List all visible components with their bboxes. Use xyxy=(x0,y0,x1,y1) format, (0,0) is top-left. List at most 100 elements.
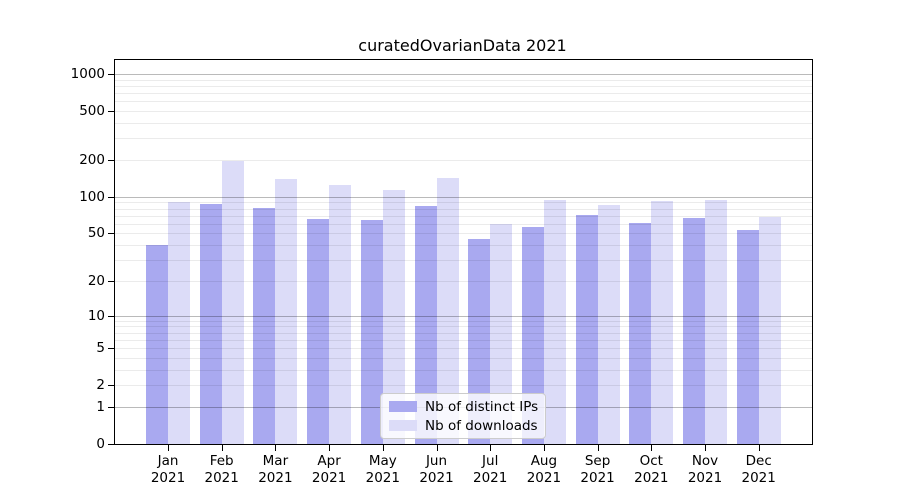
gridline xyxy=(115,348,812,350)
bar-downloads-mar xyxy=(275,179,298,444)
x-tick-label: Feb 2021 xyxy=(204,453,239,486)
bar-distinct-ips-aug xyxy=(521,226,544,444)
y-tick-label: 0 xyxy=(96,436,105,452)
y-tick-mark xyxy=(108,348,115,350)
x-tick-label: Jun 2021 xyxy=(419,453,454,486)
bar-downloads-jun xyxy=(436,177,459,444)
gridline xyxy=(115,93,812,95)
gridline xyxy=(115,111,812,113)
y-tick-label: 100 xyxy=(79,188,105,205)
y-tick-mark xyxy=(108,280,115,282)
distinct-ips-swatch-icon xyxy=(389,401,417,412)
gridline xyxy=(115,385,812,387)
y-tick-label: 2 xyxy=(96,377,105,394)
downloads-swatch-icon xyxy=(389,420,417,431)
gridline xyxy=(115,160,812,161)
y-tick-mark xyxy=(108,444,115,445)
y-tick-label: 1 xyxy=(96,398,105,415)
x-tick-mark xyxy=(705,444,706,451)
x-tick-mark xyxy=(436,444,438,451)
bar-distinct-ips-feb xyxy=(199,203,222,444)
x-tick-mark xyxy=(382,444,384,451)
gridline xyxy=(115,357,812,359)
gridline xyxy=(115,202,812,204)
bar-distinct-ips-oct xyxy=(629,223,652,444)
y-tick-label: 500 xyxy=(79,103,105,120)
y-tick-mark xyxy=(108,385,115,387)
bar-downloads-dec xyxy=(758,217,781,444)
x-tick-label: Jan 2021 xyxy=(150,453,186,486)
bar-distinct-ips-jul xyxy=(468,238,491,444)
bar-distinct-ips-dec xyxy=(736,230,759,444)
bar-distinct-ips-jan xyxy=(146,245,168,444)
y-tick-mark xyxy=(108,111,115,113)
y-tick-mark xyxy=(108,74,115,76)
chart-title: curatedOvarianData 2021 xyxy=(358,36,567,55)
gridline xyxy=(115,369,812,371)
bar-downloads-feb xyxy=(221,160,244,444)
y-tick-mark xyxy=(108,406,115,408)
bar-downloads-sep xyxy=(597,205,620,444)
x-tick-label: Oct 2021 xyxy=(634,453,669,486)
bar-downloads-may xyxy=(382,190,405,444)
y-tick-label: 10 xyxy=(87,307,105,324)
gridline xyxy=(115,138,812,140)
y-tick-mark xyxy=(108,160,115,161)
gridline xyxy=(115,245,812,247)
x-tick-mark xyxy=(597,444,599,451)
gridline xyxy=(115,326,812,328)
gridline xyxy=(115,74,812,76)
x-tick-mark xyxy=(168,444,169,451)
y-tick-label: 5 xyxy=(96,340,105,357)
y-tick-mark xyxy=(108,315,115,317)
x-tick-mark xyxy=(329,444,331,451)
x-tick-label: Apr 2021 xyxy=(311,453,347,486)
plot-area: Nb of distinct IPs Nb of downloads 0 1 2 5 1… xyxy=(71,59,813,486)
gridline xyxy=(115,320,812,322)
x-tick-mark xyxy=(758,444,760,451)
x-tick-label: Dec 2021 xyxy=(741,453,776,486)
gridline xyxy=(115,215,812,217)
y-tick-label: 1000 xyxy=(70,66,105,83)
x-tick-label: Nov 2021 xyxy=(687,453,723,486)
x-tick-label: Sep 2021 xyxy=(580,453,615,486)
bar-downloads-apr xyxy=(329,185,352,444)
bar-downloads-jan xyxy=(168,202,190,444)
bar-distinct-ips-may xyxy=(360,219,383,444)
gridline xyxy=(115,196,812,198)
bar-downloads-aug xyxy=(543,200,566,444)
x-tick-mark xyxy=(490,444,492,451)
bar-distinct-ips-apr xyxy=(307,218,330,444)
gridline xyxy=(115,101,812,103)
legend-label-downloads: Nb of downloads xyxy=(425,417,538,434)
gridline xyxy=(115,79,812,81)
gridline xyxy=(115,123,812,125)
bar-distinct-ips-mar xyxy=(253,208,276,444)
bar-downloads-nov xyxy=(705,200,727,444)
x-tick-label: May 2021 xyxy=(365,453,400,486)
gridline xyxy=(115,280,812,282)
x-tick-mark xyxy=(275,444,277,451)
y-tick-mark xyxy=(108,233,115,235)
x-tick-mark xyxy=(221,444,223,451)
y-tick-label: 20 xyxy=(87,272,105,289)
bar-distinct-ips-jun xyxy=(414,206,437,444)
y-tick-mark xyxy=(108,196,115,198)
gridline xyxy=(115,208,812,210)
gridline xyxy=(115,260,812,262)
gridline xyxy=(115,85,812,87)
x-tick-mark xyxy=(651,444,653,451)
gridline xyxy=(115,339,812,341)
y-tick-label: 200 xyxy=(79,152,105,168)
legend-label-distinct-ips: Nb of distinct IPs xyxy=(425,398,539,415)
x-tick-label: Mar 2021 xyxy=(258,453,293,486)
x-tick-label: Aug 2021 xyxy=(526,453,562,486)
x-tick-mark xyxy=(543,444,545,451)
legend: Nb of distinct IPs Nb of downloads xyxy=(380,393,546,439)
gridline xyxy=(115,233,812,235)
bar-distinct-ips-nov xyxy=(683,218,705,444)
x-tick-label: Jul 2021 xyxy=(473,453,508,486)
bar-downloads-jul xyxy=(490,223,513,444)
bar-distinct-ips-sep xyxy=(575,215,598,444)
